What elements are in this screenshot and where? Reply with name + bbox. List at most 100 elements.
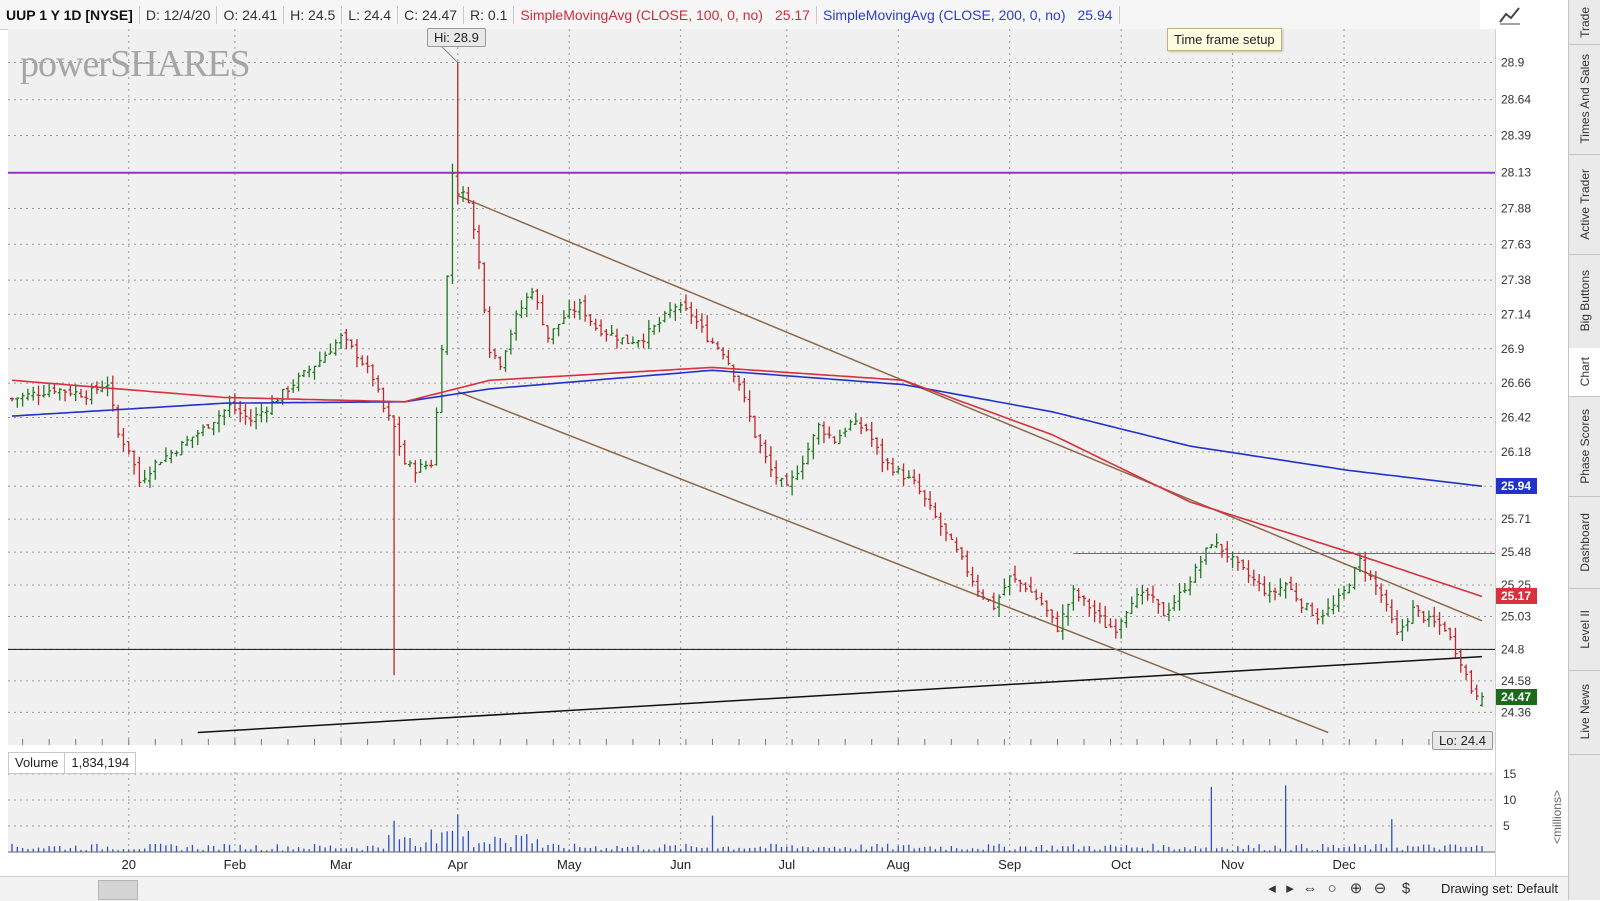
- ohlc-bar: [885, 458, 890, 471]
- low-readout: L: 24.4: [342, 5, 399, 24]
- sma100-line: [11, 366, 1483, 598]
- reset-view-icon[interactable]: ○: [1327, 880, 1337, 897]
- y-tick-label: 27.63: [1501, 237, 1531, 251]
- sidebar-tab-chart[interactable]: Chart: [1569, 348, 1600, 397]
- ohlc-bar: [1230, 551, 1235, 569]
- price-scale-icon[interactable]: $: [1401, 880, 1411, 897]
- ohlc-bar: [317, 351, 322, 368]
- collapse-panel-button[interactable]: [98, 880, 138, 900]
- rising-trend-line: [197, 655, 1483, 734]
- ohlc-bar: [965, 550, 970, 577]
- ohlc-bar: [779, 477, 784, 487]
- ohlc-bar: [333, 339, 338, 356]
- pan-icon[interactable]: ⇔: [1302, 880, 1318, 897]
- ohlc-bar: [211, 421, 216, 436]
- ohlc-bar: [821, 421, 826, 444]
- ohlc-bar: [434, 407, 439, 466]
- ohlc-bar: [880, 438, 885, 473]
- ohlc-bar: [1416, 605, 1421, 618]
- ohlc-bar: [312, 365, 317, 380]
- ohlc-bar: [126, 441, 131, 455]
- sidebar-tab-label: Chart: [1578, 357, 1592, 387]
- sidebar-tab-phase-scores[interactable]: Phase Scores: [1569, 396, 1600, 497]
- ohlc-bar: [938, 512, 943, 536]
- zoom-in-icon[interactable]: ⊕: [1349, 880, 1363, 897]
- ohlc-bar: [535, 288, 540, 310]
- ohlc-bar: [1331, 595, 1336, 615]
- axis-divider: [1495, 29, 1496, 876]
- sidebar-tab-active-trader[interactable]: Active Trader: [1569, 154, 1600, 255]
- ohlc-bar: [519, 300, 524, 318]
- ohlc-bar: [646, 319, 651, 350]
- ohlc-bar: [1193, 563, 1198, 583]
- ohlc-bar: [439, 344, 444, 414]
- ohlc-bar: [758, 434, 763, 454]
- ohlc-bar: [1400, 619, 1405, 641]
- ohlc-bar: [652, 324, 657, 335]
- ohlc-bar: [545, 325, 550, 343]
- last-price-tag: 24.47: [1495, 688, 1537, 705]
- ohlc-bar: [482, 262, 487, 314]
- ohlc-bar: [1368, 570, 1373, 581]
- sidebar-tab-dashboard[interactable]: Dashboard: [1569, 496, 1600, 589]
- ohlc-bar: [981, 589, 986, 600]
- ohlc-bar: [1219, 543, 1224, 558]
- volume-background: [8, 772, 1495, 852]
- y-tick-label: 28.13: [1501, 166, 1531, 180]
- hi-connector: [439, 44, 459, 63]
- ohlc-bar: [1442, 621, 1447, 632]
- ohlc-bar: [954, 537, 959, 553]
- channel-lower-line: [457, 391, 1329, 734]
- ohlc-bar: [20, 392, 25, 407]
- ohlc-bar: [636, 339, 641, 348]
- ohlc-bar: [1204, 547, 1209, 565]
- sidebar-tab-label: Times And Sales: [1578, 54, 1592, 144]
- ohlc-bar: [386, 401, 391, 421]
- ohlc-bar: [25, 388, 30, 401]
- ohlc-bar: [917, 473, 922, 495]
- volume-chart[interactable]: 15 10 5 20 Feb Mar Apr May Jun Jul Aug Sep Oct Nov Dec: [0, 748, 1568, 876]
- hi-bubble: Hi: 28.9: [427, 28, 486, 47]
- zoom-out-icon[interactable]: ⊖: [1373, 880, 1387, 897]
- ohlc-bar: [323, 351, 328, 363]
- sidebar-tab-big-buttons[interactable]: Big Buttons: [1569, 254, 1600, 349]
- ohlc-bar: [630, 336, 635, 345]
- ohlc-bar: [1166, 602, 1171, 622]
- sma200-study-label[interactable]: SimpleMovingAvg (CLOSE, 200, 0, no): [822, 6, 1066, 23]
- ohlc-bar: [768, 446, 773, 478]
- y-tick-label: 24.36: [1501, 705, 1531, 719]
- ohlc-bar: [285, 386, 290, 399]
- ohlc-bar: [614, 328, 619, 349]
- ohlc-bar: [195, 429, 200, 446]
- ohlc-bar: [795, 465, 800, 481]
- ohlc-bar: [41, 385, 46, 398]
- sidebar-tab-trade[interactable]: Trade: [1569, 0, 1600, 45]
- ohlc-bar: [715, 341, 720, 350]
- sidebar-tab-level-ii[interactable]: Level II: [1569, 588, 1600, 671]
- symbol-label[interactable]: UUP 1 Y 1D [NYSE]: [0, 5, 140, 24]
- ohlc-bar: [174, 450, 179, 457]
- sma100-study-label[interactable]: SimpleMovingAvg (CLOSE, 100, 0, no): [520, 6, 763, 23]
- ohlc-bar: [328, 343, 333, 355]
- ohlc-bar: [1092, 600, 1097, 623]
- ohlc-bar: [354, 339, 359, 368]
- chart-style-icon[interactable]: [1497, 4, 1523, 26]
- ohlc-bar: [1060, 604, 1065, 640]
- ohlc-bar: [201, 424, 206, 437]
- ohlc-bar: [1108, 618, 1113, 628]
- ohlc-bar: [1034, 589, 1039, 601]
- scroll-right-icon[interactable]: ▸: [1286, 880, 1294, 897]
- ohlc-bar: [365, 355, 370, 374]
- sidebar-tab-live-news[interactable]: Live News: [1569, 670, 1600, 755]
- scroll-left-icon[interactable]: ◂: [1268, 880, 1276, 897]
- drawing-set-selector[interactable]: Drawing set: Default: [1440, 881, 1558, 896]
- lo-bubble: Lo: 24.4: [1432, 731, 1493, 750]
- sidebar-tab-times-and-sales[interactable]: Times And Sales: [1569, 44, 1600, 155]
- price-chart[interactable]: 28.9 28.64 28.39 28.13 27.88 27.63 27.38 27.14 2…: [0, 29, 1568, 749]
- ohlc-bar: [429, 459, 434, 468]
- ohlc-bar: [1283, 582, 1288, 599]
- ohlc-bar: [1012, 565, 1017, 583]
- ohlc-bar: [227, 395, 232, 418]
- ohlc-bar: [381, 387, 386, 413]
- channel-upper-line: [457, 194, 1483, 622]
